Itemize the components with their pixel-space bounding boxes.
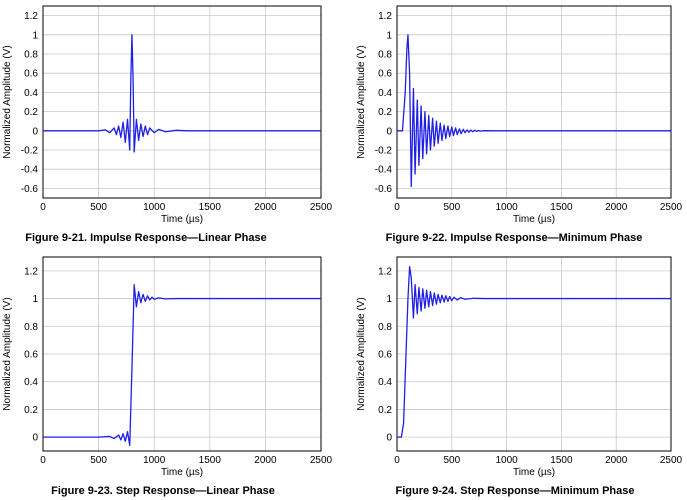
x-tick-label: 2500 <box>660 455 683 466</box>
y-tick-label: 1 <box>386 294 392 305</box>
y-tick-label: -0.4 <box>375 165 393 176</box>
x-tick-label: 2000 <box>605 202 628 213</box>
y-tick-label: -0.6 <box>21 184 39 195</box>
x-tick-label: 500 <box>443 455 460 466</box>
y-tick-label: 0.2 <box>24 405 38 416</box>
x-axis-label: Time (µs) <box>161 467 203 478</box>
x-tick-label: 2000 <box>605 455 628 466</box>
plot-area-border <box>396 256 672 452</box>
y-tick-label: -0.4 <box>21 165 39 176</box>
chart-step-linear-phase: 0 500 1000 1500 2000 2500 0 0.2 0.4 0.6 0.8 1 1.2 Ti… <box>2 256 333 497</box>
y-tick-label: 0 <box>386 126 392 137</box>
series-line <box>397 266 671 438</box>
y-tick-label: 1.2 <box>24 266 38 277</box>
y-tick-label: 0 <box>386 433 392 444</box>
figure-caption: Figure 9-24. Step Response—Minimum Phase <box>395 485 634 497</box>
y-tick-label: 0.6 <box>378 350 392 361</box>
x-tick-label: 2500 <box>660 202 683 213</box>
tick-labels: 0 500 1000 1500 2000 2500 0 0.2 0.4 0.6 0.8 1 1.2 <box>24 266 332 466</box>
plot-area-border <box>42 256 322 452</box>
x-tick-label: 1500 <box>199 202 222 213</box>
grid-lines <box>43 6 321 198</box>
x-tick-label: 1500 <box>550 202 573 213</box>
series-line <box>43 284 321 447</box>
plot-area-frame <box>396 5 672 199</box>
x-tick-label: 1500 <box>199 455 222 466</box>
tick-labels: 0 500 1000 1500 2000 2500 -0.6 -0.4 -0.2 0 0.2 0.4 0… <box>375 11 683 213</box>
y-axis-label: Normalized Amplitude (V) <box>2 297 13 410</box>
y-axis-label: Normalized Amplitude (V) <box>2 45 13 158</box>
chart-step-minimum-phase: 0 500 1000 1500 2000 2500 0 0.2 0.4 0.6 0.8 1 1.2 Ti… <box>356 256 683 497</box>
y-tick-label: 0.4 <box>378 377 392 388</box>
x-tick-label: 500 <box>443 202 460 213</box>
y-tick-label: 0 <box>32 433 38 444</box>
y-tick-label: 1.2 <box>378 266 392 277</box>
y-tick-label: -0.2 <box>21 146 39 157</box>
chart-impulse-minimum-phase: 0 500 1000 1500 2000 2500 -0.6 -0.4 -0.2 0 0.2 0.4 0… <box>356 5 683 244</box>
figure-caption: Figure 9-22. Impulse Response—Minimum Ph… <box>386 232 643 244</box>
plot-area-border <box>396 5 672 199</box>
x-tick-label: 0 <box>394 202 400 213</box>
y-tick-label: 0.4 <box>24 377 38 388</box>
y-tick-label: 1.2 <box>378 11 392 22</box>
y-tick-label: 1.2 <box>24 11 38 22</box>
y-axis-label: Normalized Amplitude (V) <box>356 45 367 158</box>
y-tick-label: -0.6 <box>375 184 393 195</box>
x-tick-label: 0 <box>394 455 400 466</box>
figure-caption: Figure 9-23. Step Response—Linear Phase <box>51 485 275 497</box>
x-tick-label: 500 <box>90 455 107 466</box>
series-line <box>43 34 321 153</box>
x-tick-label: 1000 <box>495 455 518 466</box>
y-tick-label: 0.8 <box>378 322 392 333</box>
x-axis-label: Time (µs) <box>513 467 555 478</box>
y-tick-label: 0.2 <box>378 405 392 416</box>
x-tick-label: 500 <box>90 202 107 213</box>
x-tick-label: 1000 <box>143 202 166 213</box>
y-tick-label: 0.8 <box>378 50 392 61</box>
y-tick-label: 0.6 <box>378 69 392 80</box>
x-axis-label: Time (µs) <box>513 214 555 225</box>
y-tick-label: 0.6 <box>24 69 38 80</box>
x-tick-label: 1000 <box>143 455 166 466</box>
x-tick-label: 1000 <box>495 202 518 213</box>
x-tick-label: 1500 <box>550 455 573 466</box>
x-axis-label: Time (µs) <box>161 214 203 225</box>
y-tick-label: 0.4 <box>24 88 38 99</box>
y-tick-label: 1 <box>32 30 38 41</box>
y-tick-label: 0.2 <box>378 107 392 118</box>
tick-labels: 0 500 1000 1500 2000 2500 0 0.2 0.4 0.6 0.8 1 1.2 <box>378 266 682 466</box>
plot-area-frame <box>42 5 322 199</box>
y-tick-label: 0.6 <box>24 350 38 361</box>
y-tick-label: 1 <box>386 30 392 41</box>
y-axis-label: Normalized Amplitude (V) <box>356 297 367 410</box>
x-tick-label: 0 <box>40 455 46 466</box>
x-tick-label: 2000 <box>254 202 277 213</box>
x-tick-label: 2500 <box>310 202 333 213</box>
y-tick-label: 0.4 <box>378 88 392 99</box>
plot-area-border <box>42 5 322 199</box>
tick-labels: 0 500 1000 1500 2000 2500 -0.6 -0.4 -0.2 0 0.2 0.4 0… <box>21 11 333 213</box>
y-tick-label: 0.8 <box>24 322 38 333</box>
series-line <box>397 34 671 188</box>
y-tick-label: -0.2 <box>375 146 393 157</box>
y-tick-label: 0.2 <box>24 107 38 118</box>
y-tick-label: 1 <box>32 294 38 305</box>
x-tick-label: 2000 <box>254 455 277 466</box>
chart-impulse-linear-phase: 0 500 1000 1500 2000 2500 -0.6 -0.4 -0.2 0 0.2 0.4 0… <box>2 5 333 244</box>
y-tick-label: 0.8 <box>24 50 38 61</box>
x-tick-label: 0 <box>40 202 46 213</box>
y-tick-label: 0 <box>32 126 38 137</box>
x-tick-label: 2500 <box>310 455 333 466</box>
figure-caption: Figure 9-21. Impulse Response—Linear Pha… <box>25 232 266 244</box>
